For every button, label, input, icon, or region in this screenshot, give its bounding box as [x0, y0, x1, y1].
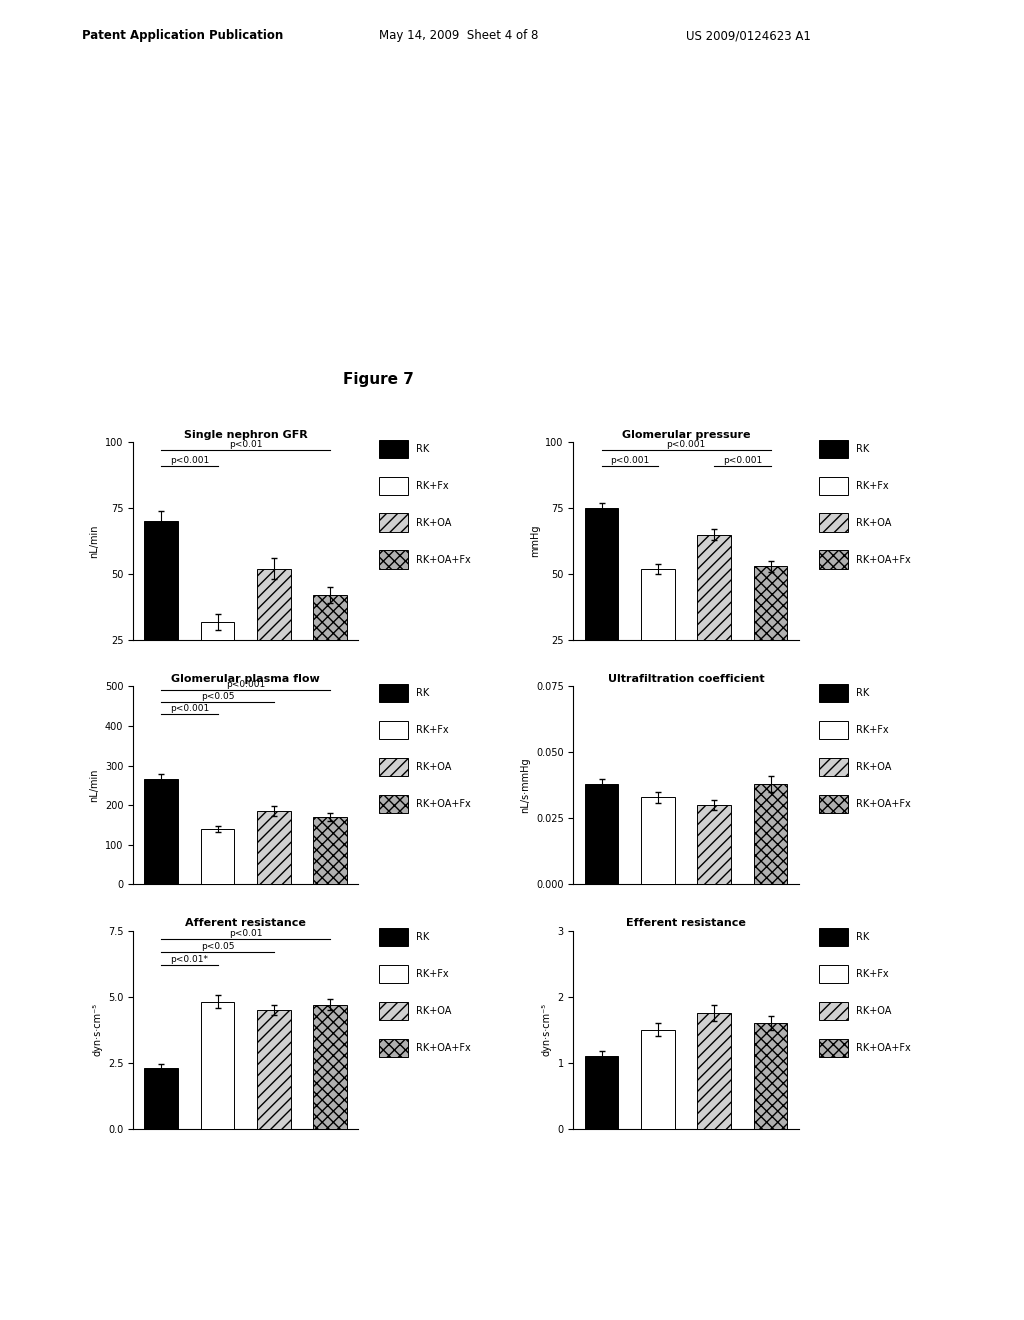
Text: RK+Fx: RK+Fx	[856, 969, 889, 979]
Bar	[144, 1068, 178, 1129]
Bar	[201, 1002, 234, 1129]
Text: RK+Fx: RK+Fx	[856, 725, 889, 735]
Text: RK+OA+Fx: RK+OA+Fx	[856, 554, 910, 565]
Title: Efferent resistance: Efferent resistance	[626, 919, 746, 928]
Text: p<0.01: p<0.01	[229, 928, 262, 937]
Text: Patent Application Publication: Patent Application Publication	[82, 29, 284, 42]
Text: RK+OA+Fx: RK+OA+Fx	[416, 799, 470, 809]
Text: p<0.05: p<0.05	[201, 941, 234, 950]
Y-axis label: mmHg: mmHg	[529, 525, 540, 557]
Y-axis label: nL/s·mmHg: nL/s·mmHg	[520, 758, 530, 813]
Title: Glomerular plasma flow: Glomerular plasma flow	[171, 675, 321, 684]
Bar	[585, 508, 618, 706]
Bar	[585, 1056, 618, 1129]
Bar	[313, 817, 347, 884]
Bar	[754, 566, 787, 706]
Title: Glomerular pressure: Glomerular pressure	[622, 430, 751, 440]
Bar	[697, 805, 731, 884]
Text: RK+OA+Fx: RK+OA+Fx	[856, 1043, 910, 1053]
Y-axis label: nL/min: nL/min	[89, 524, 99, 558]
Text: RK+OA+Fx: RK+OA+Fx	[416, 1043, 470, 1053]
Text: RK+OA: RK+OA	[416, 517, 452, 528]
Bar	[641, 1030, 675, 1129]
Text: p<0.001: p<0.001	[170, 455, 209, 465]
Bar	[144, 779, 178, 884]
Bar	[641, 797, 675, 884]
Text: p<0.01: p<0.01	[229, 440, 262, 449]
Text: RK+Fx: RK+Fx	[856, 480, 889, 491]
Bar	[754, 1023, 787, 1129]
Text: RK+OA: RK+OA	[856, 1006, 892, 1016]
Text: RK+OA: RK+OA	[416, 762, 452, 772]
Bar	[257, 1010, 291, 1129]
Text: RK+Fx: RK+Fx	[416, 969, 449, 979]
Text: p<0.01*: p<0.01*	[170, 954, 209, 964]
Text: RK+OA+Fx: RK+OA+Fx	[416, 554, 470, 565]
Title: Ultrafiltration coefficient: Ultrafiltration coefficient	[608, 675, 764, 684]
Bar	[201, 622, 234, 706]
Bar	[697, 535, 731, 706]
Bar	[257, 810, 291, 884]
Bar	[257, 569, 291, 706]
Bar	[201, 829, 234, 884]
Bar	[585, 784, 618, 884]
Text: RK+OA: RK+OA	[856, 517, 892, 528]
Text: RK: RK	[856, 688, 869, 698]
Text: p<0.001: p<0.001	[667, 440, 706, 449]
Y-axis label: nL/min: nL/min	[89, 768, 99, 803]
Text: p<0.001: p<0.001	[226, 680, 265, 689]
Text: US 2009/0124623 A1: US 2009/0124623 A1	[686, 29, 811, 42]
Bar	[754, 784, 787, 884]
Text: p<0.001: p<0.001	[610, 455, 649, 465]
Y-axis label: dyn·s·cm⁻⁵: dyn·s·cm⁻⁵	[92, 1003, 102, 1056]
Bar	[313, 1005, 347, 1129]
Text: RK: RK	[416, 688, 429, 698]
Text: RK: RK	[856, 932, 869, 942]
Text: RK+Fx: RK+Fx	[416, 480, 449, 491]
Text: RK+OA+Fx: RK+OA+Fx	[856, 799, 910, 809]
Bar	[313, 595, 347, 706]
Title: Afferent resistance: Afferent resistance	[185, 919, 306, 928]
Text: p<0.001: p<0.001	[170, 704, 209, 713]
Text: p<0.001: p<0.001	[723, 455, 762, 465]
Bar	[641, 569, 675, 706]
Bar	[697, 1014, 731, 1129]
Text: RK: RK	[416, 444, 429, 454]
Text: RK+OA: RK+OA	[416, 1006, 452, 1016]
Text: RK: RK	[416, 932, 429, 942]
Text: May 14, 2009  Sheet 4 of 8: May 14, 2009 Sheet 4 of 8	[379, 29, 539, 42]
Bar	[144, 521, 178, 706]
Text: RK+OA: RK+OA	[856, 762, 892, 772]
Title: Single nephron GFR: Single nephron GFR	[184, 430, 307, 440]
Text: Figure 7: Figure 7	[343, 372, 415, 387]
Y-axis label: dyn·s·cm⁻⁵: dyn·s·cm⁻⁵	[542, 1003, 552, 1056]
Text: RK+Fx: RK+Fx	[416, 725, 449, 735]
Text: p<0.05: p<0.05	[201, 692, 234, 701]
Text: RK: RK	[856, 444, 869, 454]
